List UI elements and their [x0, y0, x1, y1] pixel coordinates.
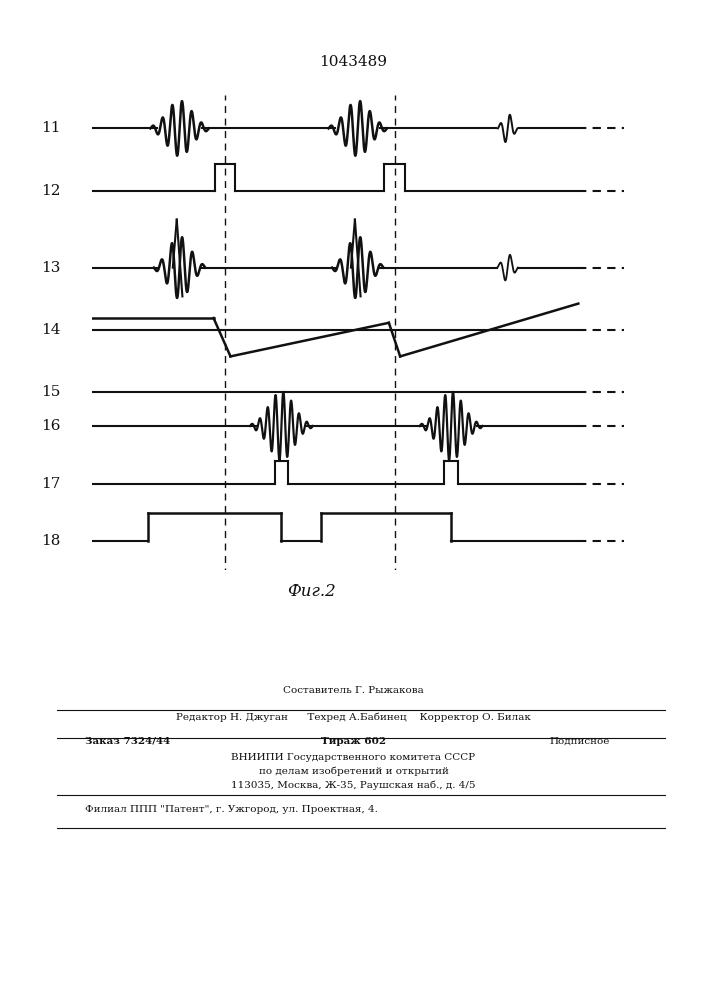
Text: Заказ 7324/44: Заказ 7324/44	[85, 737, 170, 746]
Text: Тираж 602: Тираж 602	[321, 737, 386, 746]
Text: 1043489: 1043489	[320, 55, 387, 69]
Text: Составитель Г. Рыжакова: Составитель Г. Рыжакова	[283, 686, 424, 695]
Text: Редактор Н. Джуган      Техред А.Бабинец    Корректор О. Билак: Редактор Н. Джуган Техред А.Бабинец Корр…	[176, 712, 531, 722]
Text: Подписное: Подписное	[549, 737, 610, 746]
Text: 17: 17	[42, 477, 61, 491]
Text: 12: 12	[41, 184, 61, 198]
Text: 13: 13	[42, 261, 61, 275]
Text: ВНИИПИ Государственного комитета СССР: ВНИИПИ Государственного комитета СССР	[231, 753, 476, 762]
Text: 18: 18	[42, 534, 61, 548]
Text: Филиал ППП "Патент", г. Ужгород, ул. Проектная, 4.: Филиал ППП "Патент", г. Ужгород, ул. Про…	[85, 805, 378, 814]
Text: 11: 11	[41, 121, 61, 135]
Text: 16: 16	[41, 419, 61, 433]
Text: 113035, Москва, Ж-35, Раушская наб., д. 4/5: 113035, Москва, Ж-35, Раушская наб., д. …	[231, 780, 476, 790]
Text: по делам изобретений и открытий: по делам изобретений и открытий	[259, 766, 448, 776]
Text: Фиг.2: Фиг.2	[287, 584, 335, 600]
Text: 14: 14	[41, 323, 61, 337]
Text: 15: 15	[42, 385, 61, 399]
